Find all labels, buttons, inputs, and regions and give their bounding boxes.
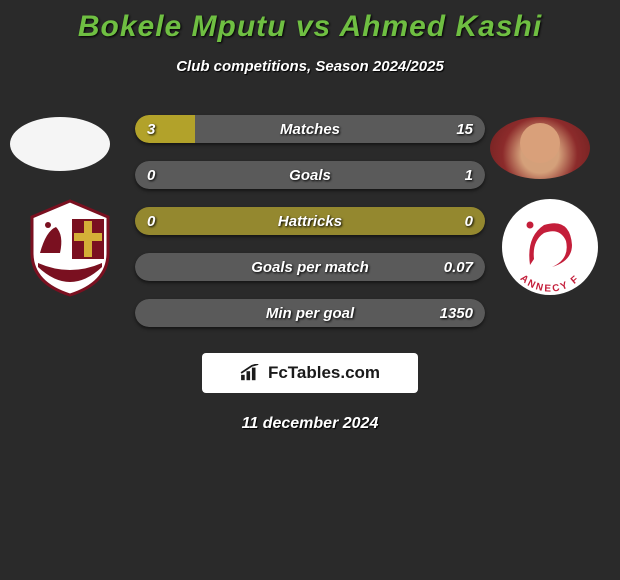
- stat-left-value: 3: [147, 121, 155, 138]
- stat-row-gpm: Goals per match 0.07: [135, 253, 485, 281]
- player1-name: Bokele Mputu: [78, 10, 287, 43]
- player2-name: Ahmed Kashi: [339, 10, 542, 43]
- club-right-badge: ANNECY F: [500, 197, 600, 297]
- stat-right-value: 0: [465, 213, 473, 230]
- annecy-badge-icon: ANNECY F: [500, 197, 600, 297]
- stat-row-hattricks: 0 Hattricks 0: [135, 207, 485, 235]
- stat-right-value: 1350: [440, 305, 473, 322]
- stat-right-value: 0.07: [444, 259, 473, 276]
- metz-badge-icon: [20, 197, 120, 297]
- stats-area: ANNECY F 3 Matches 15 0 Goals 1: [0, 101, 620, 331]
- stat-label: Goals per match: [251, 259, 369, 276]
- vs-text: vs: [296, 10, 331, 43]
- comparison-title: Bokele Mputu vs Ahmed Kashi: [0, 10, 620, 44]
- stat-label: Hattricks: [278, 213, 342, 230]
- stat-right-value: 1: [465, 167, 473, 184]
- comparison-card: Bokele Mputu vs Ahmed Kashi Club competi…: [0, 0, 620, 433]
- stat-left-value: 0: [147, 213, 155, 230]
- date-text: 11 december 2024: [0, 415, 620, 433]
- club-left-badge: [20, 197, 120, 297]
- subtitle: Club competitions, Season 2024/2025: [0, 58, 620, 75]
- bar-chart-icon: [240, 364, 262, 382]
- stat-label: Matches: [280, 121, 340, 138]
- stat-label: Goals: [289, 167, 331, 184]
- footer-brand[interactable]: FcTables.com: [202, 353, 418, 393]
- stat-bars: 3 Matches 15 0 Goals 1 0 Hattricks 0: [135, 115, 485, 345]
- player2-avatar: [490, 117, 590, 179]
- stat-row-mpg: Min per goal 1350: [135, 299, 485, 327]
- stat-right-value: 15: [456, 121, 473, 138]
- stat-seg-left: [135, 115, 195, 143]
- stat-row-matches: 3 Matches 15: [135, 115, 485, 143]
- stat-row-goals: 0 Goals 1: [135, 161, 485, 189]
- stat-left-value: 0: [147, 167, 155, 184]
- footer-brand-text: FcTables.com: [268, 363, 380, 383]
- stat-label: Min per goal: [266, 305, 354, 322]
- player1-avatar: [10, 117, 110, 171]
